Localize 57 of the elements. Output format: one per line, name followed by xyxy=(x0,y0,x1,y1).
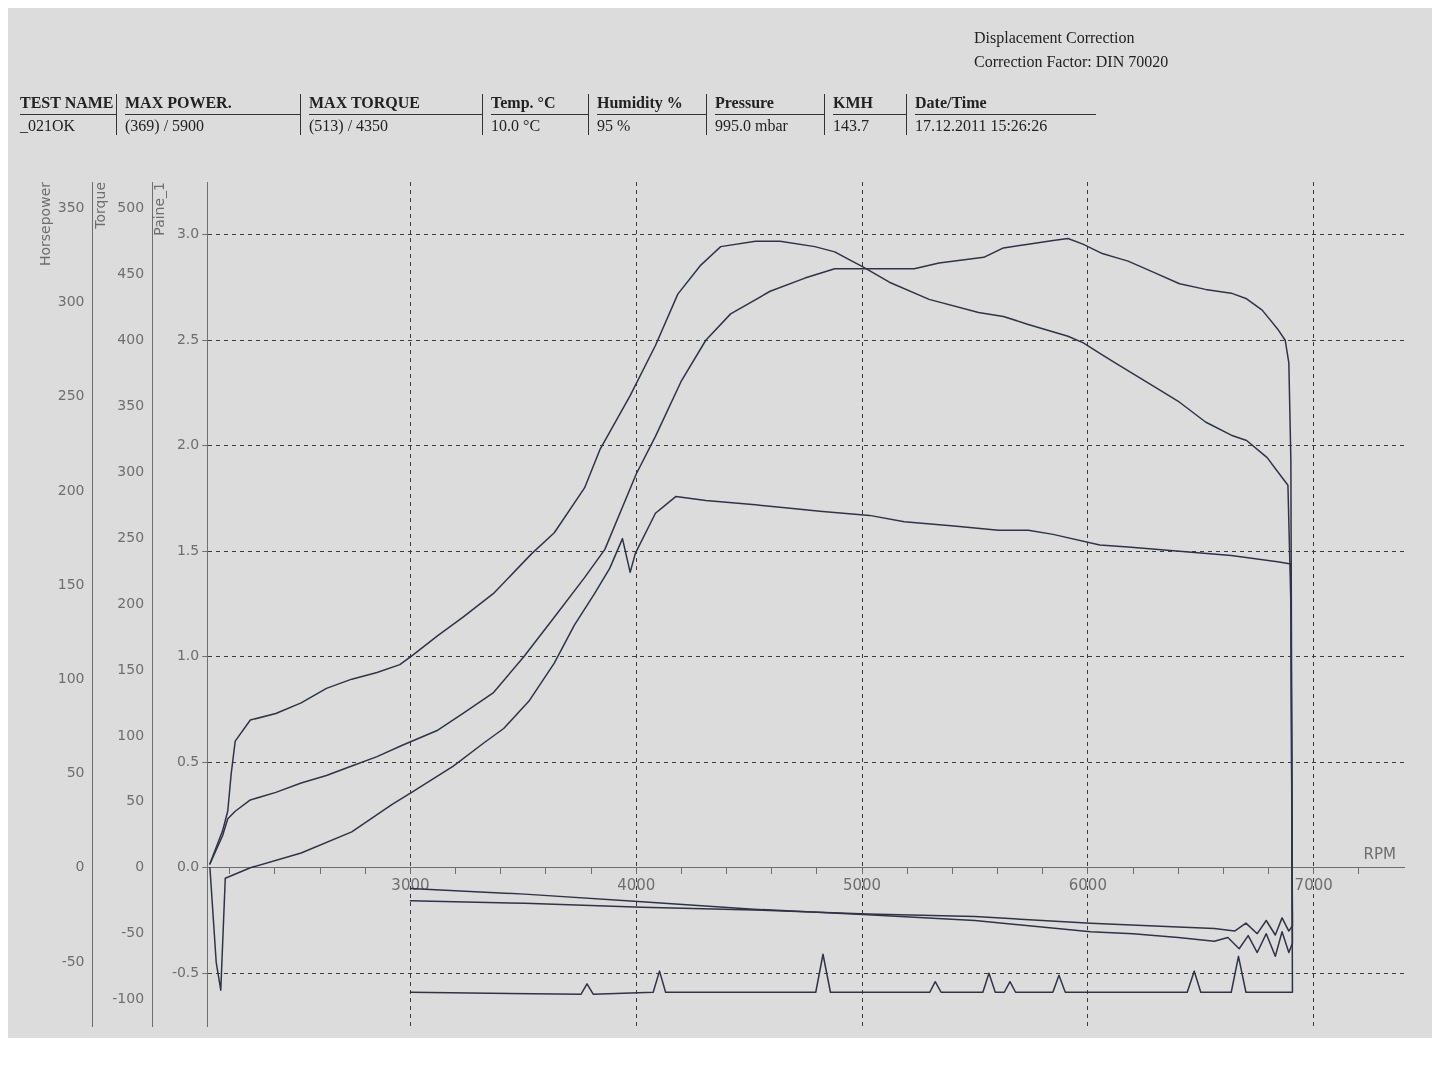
y-tick-label: 1.0 xyxy=(176,647,200,664)
y2-tick-label: 200 xyxy=(57,481,85,498)
y3-tick-label: 450 xyxy=(117,264,145,281)
x-tick-label: 5000 xyxy=(842,875,882,894)
y3-tick-label: 100 xyxy=(117,726,145,743)
text: 10.0 °C xyxy=(491,116,542,135)
text: Displacement Correction xyxy=(974,28,1136,49)
text: 17.12.2011 15:26:26 xyxy=(915,116,1049,135)
y2-tick-label: 350 xyxy=(57,199,85,216)
x-tick-label: 4000 xyxy=(617,875,656,894)
y-tick-label: 0.0 xyxy=(176,858,200,875)
y2-tick-label: -50 xyxy=(61,952,85,969)
text: (513) / 4350 xyxy=(309,116,390,135)
y2-tick-label: 150 xyxy=(57,575,85,592)
y3-tick-label: 50 xyxy=(126,792,145,809)
text: Date/Time xyxy=(915,94,1096,115)
y-tick-label: 1.5 xyxy=(176,541,200,558)
y-tick-label: -0.5 xyxy=(171,963,200,980)
y3-tick-label: 350 xyxy=(117,396,145,413)
y3-tick-label: 300 xyxy=(117,462,145,479)
text: Correction Factor: DIN 70020 xyxy=(974,52,1169,72)
x-axis-title: RPM xyxy=(1363,845,1396,864)
y2-tick-label: 100 xyxy=(57,670,85,686)
y-tick-label: 2.0 xyxy=(176,436,200,453)
y2-tick-label: 250 xyxy=(57,387,85,404)
text: _021OK xyxy=(20,116,77,135)
text: (369) / 5900 xyxy=(125,116,206,135)
y-tick-label: 3.0 xyxy=(176,225,200,242)
text: KMH xyxy=(833,94,906,115)
y-axis-title: Paine_1 xyxy=(151,182,168,236)
y3-tick-label: 200 xyxy=(117,594,145,611)
text: 95 % xyxy=(597,116,632,135)
y3-tick-label: 150 xyxy=(117,660,145,677)
y3-tick-label: -50 xyxy=(121,924,145,941)
y3-tick-label: 400 xyxy=(117,330,145,347)
text: Humidity % xyxy=(597,94,706,115)
y3-tick-label: 500 xyxy=(117,199,145,216)
y3-tick-label: 250 xyxy=(117,528,145,545)
y2-tick-label: 0 xyxy=(75,858,85,875)
y3-tick-label: 0 xyxy=(135,858,145,875)
text: Temp. °C xyxy=(491,94,588,115)
x-tick-label: 6000 xyxy=(1068,875,1107,894)
text: TEST NAME xyxy=(20,94,116,115)
y-tick-label: 0.5 xyxy=(176,752,200,769)
text: MAX TORQUE xyxy=(309,94,482,115)
y3-axis-title: Torque xyxy=(91,182,108,230)
x-tick-label: 7000 xyxy=(1294,875,1333,894)
text: 143.7 xyxy=(833,116,870,135)
y2-tick-label: 50 xyxy=(66,764,85,781)
y2-axis-title: Horsepower xyxy=(37,181,54,267)
text: 995.0 mbar xyxy=(715,116,789,135)
text: Pressure xyxy=(715,94,824,115)
y-tick-label: 2.5 xyxy=(176,330,200,347)
y2-tick-label: 300 xyxy=(57,293,85,310)
x-tick-label: 3000 xyxy=(391,875,430,894)
text: MAX POWER. xyxy=(125,94,300,115)
y3-tick-label: -100 xyxy=(112,990,145,1007)
